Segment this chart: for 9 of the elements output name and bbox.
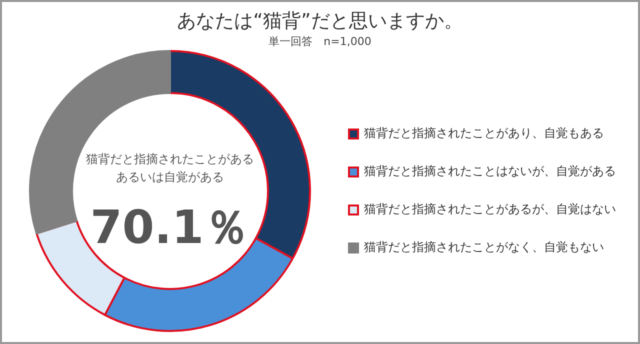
chart-subtitle: 単一回答 n=1,000 bbox=[268, 34, 372, 50]
text: 猫背だと指摘されたことがある bbox=[86, 152, 254, 166]
text: あるいは自覚がある bbox=[116, 170, 224, 184]
text: 70.1％ bbox=[90, 200, 250, 254]
legend-label: 猫背だと指摘されたことがあるが、自覚はない bbox=[364, 202, 616, 216]
legend-label: 猫背だと指摘されたことはないが、自覚がある bbox=[364, 164, 616, 178]
legend-label: 猫背だと指摘されたことがなく、自覚もない bbox=[364, 240, 604, 254]
chart-title: あなたは“猫背”だと思いますか。 bbox=[176, 9, 464, 34]
legend-label: 猫背だと指摘されたことがあり、自覚もある bbox=[364, 126, 604, 140]
